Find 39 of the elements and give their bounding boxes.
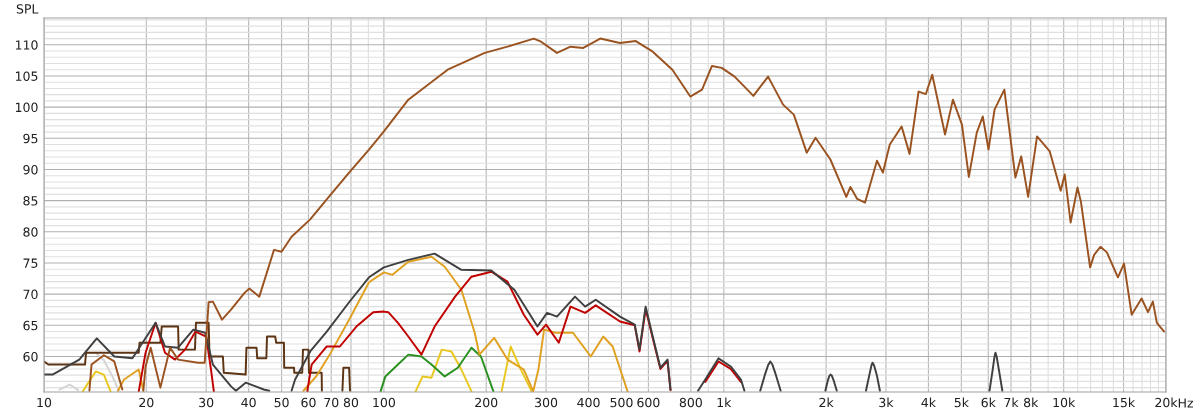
- x-tick-label: 50: [274, 397, 289, 408]
- y-tick-label: 90: [23, 164, 38, 175]
- y-tick-label: 105: [15, 71, 38, 81]
- x-tick-label: 30: [199, 397, 214, 408]
- x-tick-label: 80: [343, 397, 359, 408]
- x-tick-label: 1k: [717, 397, 732, 408]
- x-tick-label: 70: [324, 397, 339, 408]
- x-tick-label: 100: [373, 397, 395, 408]
- y-axis-title: SPL: [16, 4, 39, 14]
- x-axis-title: Hz: [1178, 398, 1193, 408]
- x-tick-label: 3k: [879, 397, 894, 408]
- x-tick-label: 40: [241, 397, 256, 408]
- x-tick-label: 60: [301, 397, 316, 408]
- x-tick-label: 500: [610, 397, 633, 408]
- x-tick-label: 600: [637, 397, 660, 408]
- x-tick-label: 20k: [1155, 397, 1178, 408]
- y-tick-label: 95: [23, 133, 38, 144]
- y-tick-label: 75: [23, 258, 38, 268]
- y-tick-label: 65: [23, 320, 38, 331]
- x-tick-label: 300: [535, 397, 558, 408]
- x-tick-label: 400: [577, 397, 600, 408]
- y-tick-label: 110: [15, 40, 38, 50]
- y-tick-label: 85: [23, 196, 38, 206]
- y-tick-label: 70: [23, 289, 38, 300]
- x-tick-label: 7k: [1004, 397, 1019, 408]
- y-tick-label: 100: [15, 102, 38, 113]
- x-tick-label: 4k: [921, 397, 936, 408]
- x-tick-label: 5k: [954, 397, 969, 408]
- x-tick-label: 15k: [1113, 397, 1136, 408]
- x-tick-label: 800: [679, 397, 702, 408]
- y-tick-label: 80: [23, 227, 38, 237]
- y-tick-label: 60: [23, 351, 38, 362]
- x-tick-label: 6k: [981, 397, 996, 408]
- x-tick-label: 20: [139, 397, 154, 408]
- x-tick-label: 10: [37, 397, 52, 408]
- x-tick-label: 2k: [819, 397, 834, 408]
- x-tick-label: 8k: [1023, 397, 1039, 408]
- x-tick-label: 10k: [1053, 397, 1076, 408]
- x-tick-label: 200: [475, 397, 498, 408]
